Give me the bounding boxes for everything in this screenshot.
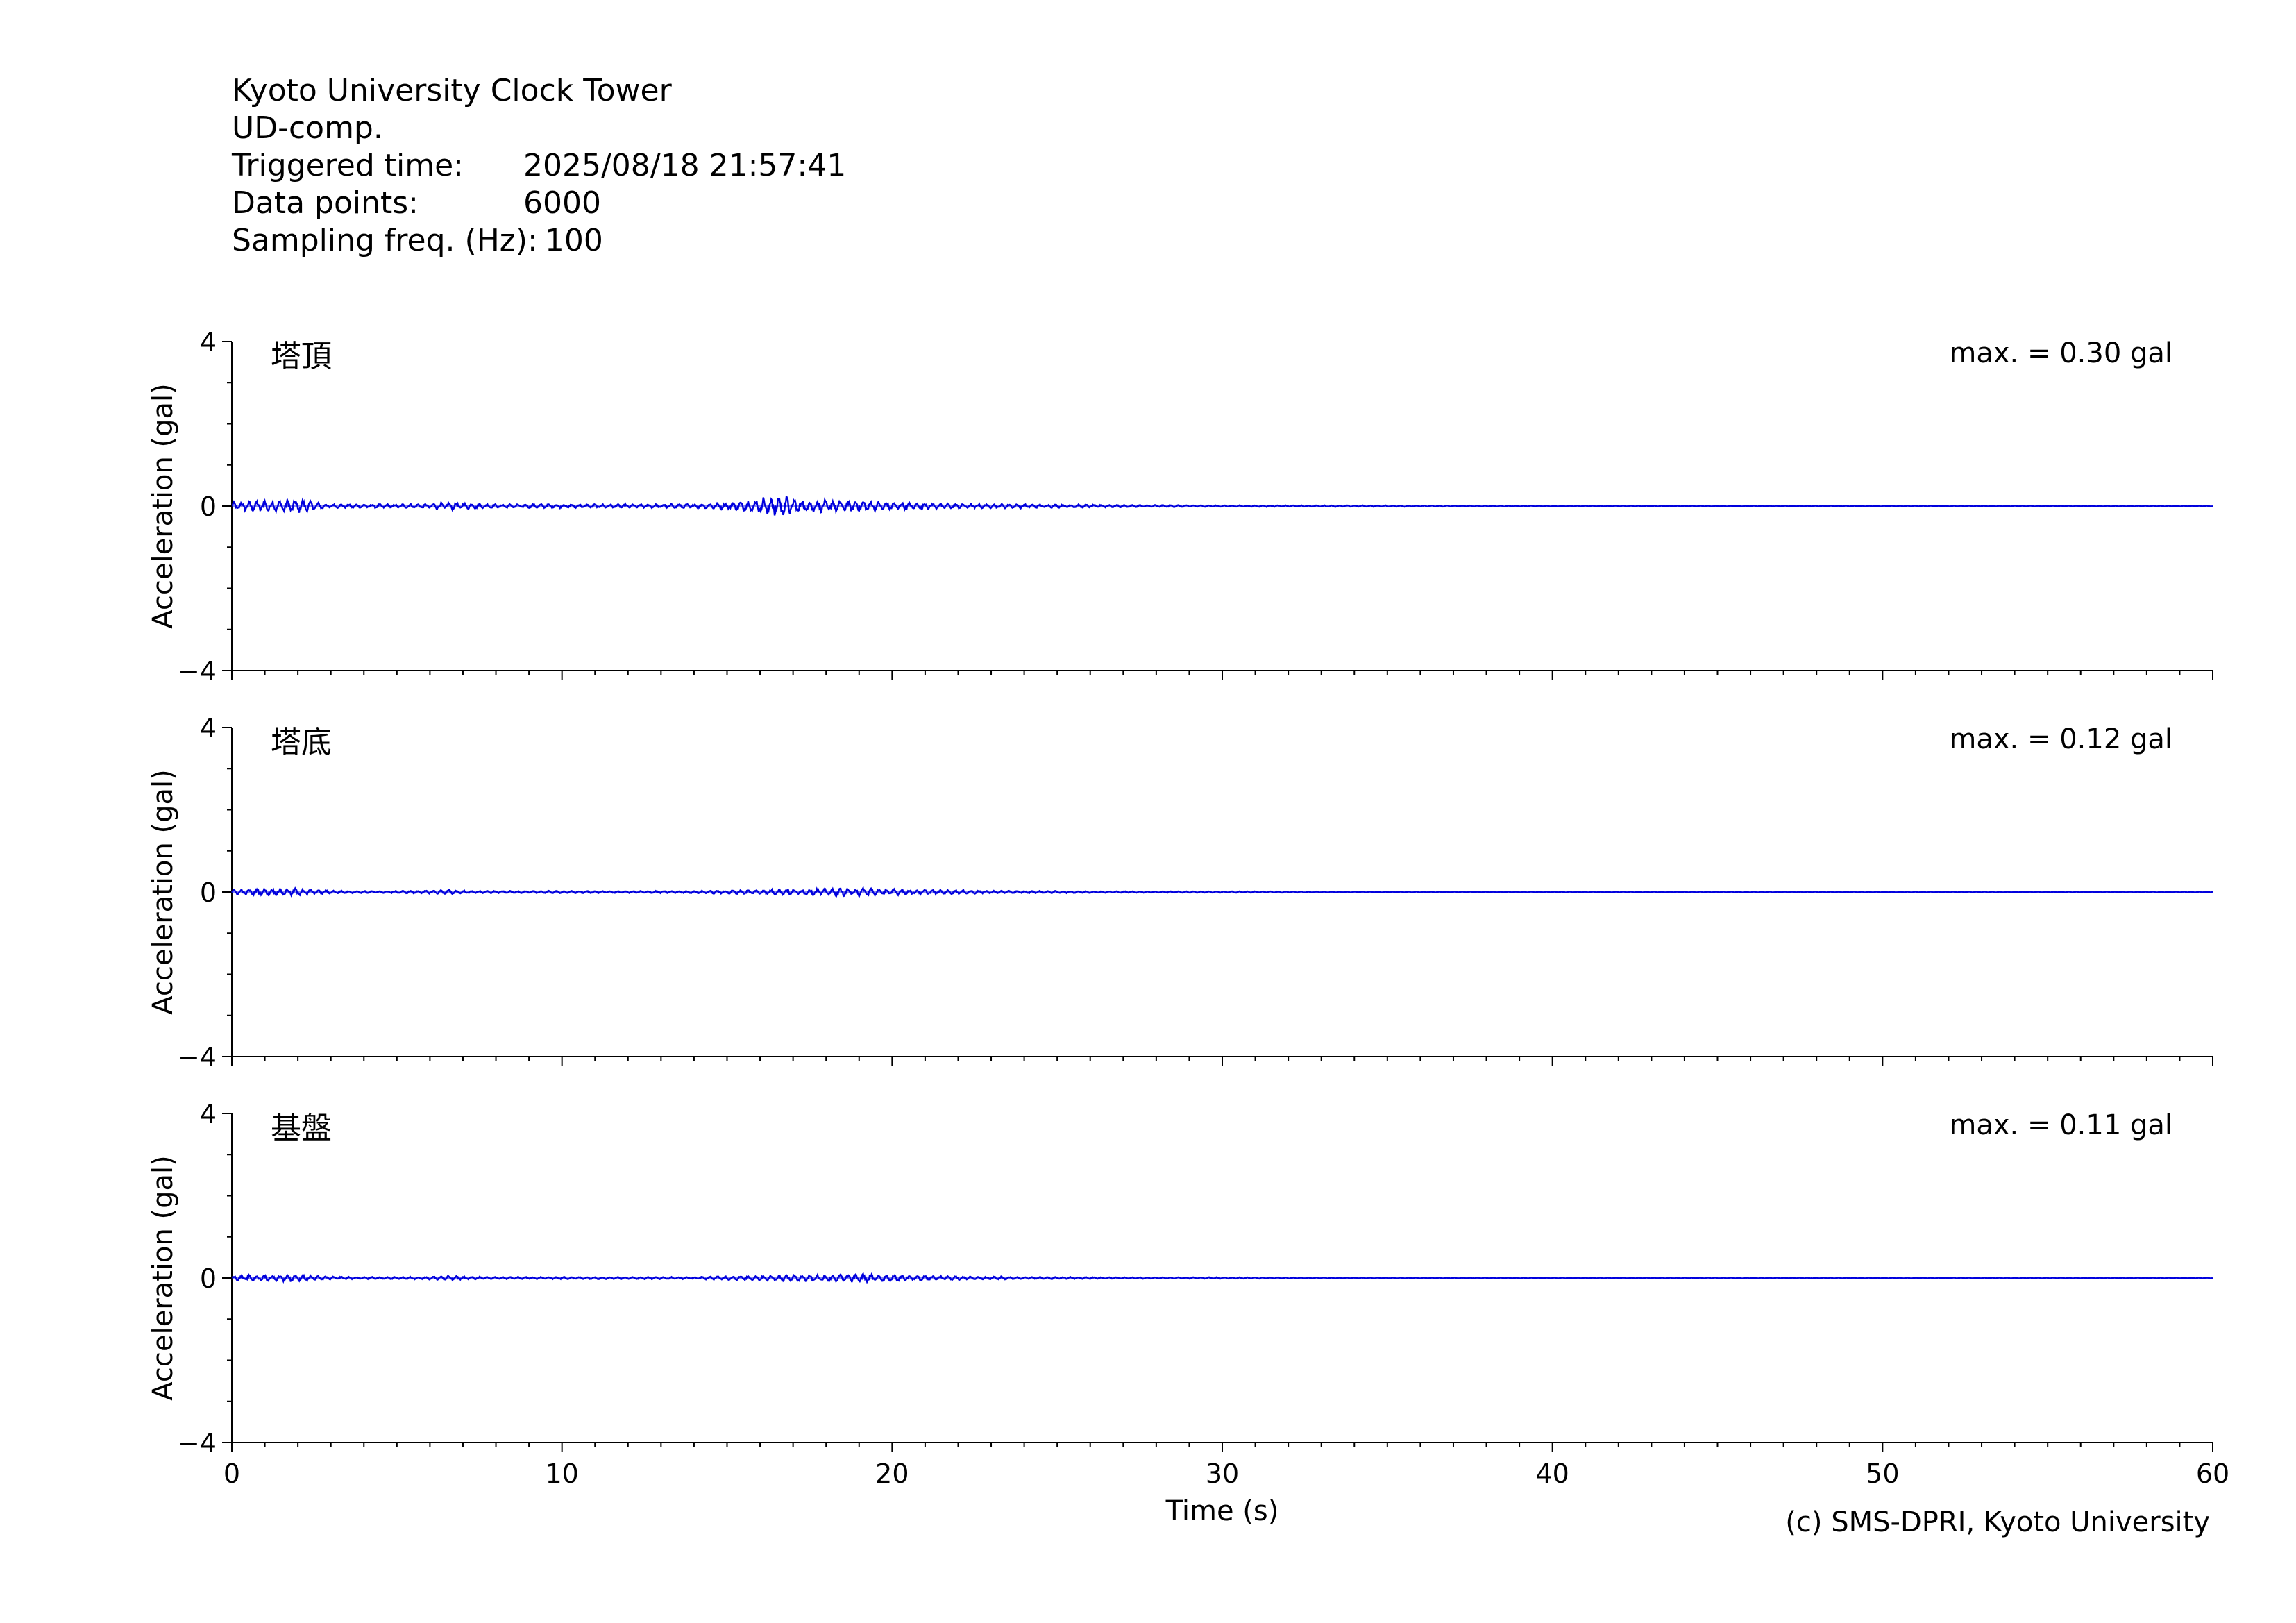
y-tick-label: 4 bbox=[200, 1099, 217, 1129]
y-tick-label: 0 bbox=[200, 1263, 217, 1294]
triggered-row: Triggered time: 2025/08/18 21:57:41 bbox=[232, 147, 846, 185]
x-tick-label: 20 bbox=[875, 1458, 909, 1489]
y-axis-title: Acceleration (gal) bbox=[147, 1155, 179, 1401]
y-tick-label: 4 bbox=[200, 327, 217, 358]
x-tick-label: 30 bbox=[1206, 1458, 1239, 1489]
points-value: 6000 bbox=[523, 185, 601, 221]
y-tick-label: 0 bbox=[200, 877, 217, 908]
credit-text: (c) SMS-DPRI, Kyoto University bbox=[1785, 1506, 2210, 1538]
panel-2: 4 0 −4 Acceleration (gal) 塔底 max. = 0.12 gal bbox=[147, 713, 2213, 1073]
y-tick-label: −4 bbox=[178, 1428, 217, 1458]
points-label: Data points: bbox=[232, 185, 419, 221]
triggered-value: 2025/08/18 21:57:41 bbox=[523, 148, 847, 183]
component-label: UD-comp. bbox=[232, 110, 383, 146]
panel-label: 塔頂 bbox=[271, 339, 332, 374]
freq-label: Sampling freq. (Hz): bbox=[232, 223, 538, 258]
y-tick-label: −4 bbox=[178, 1042, 217, 1073]
x-tick-label: 60 bbox=[2196, 1458, 2229, 1489]
x-axis-title: Time (s) bbox=[1165, 1495, 1279, 1527]
max-label: max. = 0.12 gal bbox=[1949, 723, 2172, 755]
y-tick-label: −4 bbox=[178, 656, 217, 687]
x-tick-label: 40 bbox=[1535, 1458, 1569, 1489]
x-tick-label: 10 bbox=[545, 1458, 578, 1489]
triggered-label: Triggered time: bbox=[232, 148, 464, 183]
panel-1: 4 0 −4 Acceleration (gal) 塔頂 max. = 0.30 gal bbox=[147, 327, 2213, 687]
y-tick-label: 4 bbox=[200, 713, 217, 743]
max-label: max. = 0.30 gal bbox=[1949, 337, 2172, 369]
y-axis-title: Acceleration (gal) bbox=[147, 383, 179, 629]
freq-value: 100 bbox=[544, 223, 603, 258]
record-header: Kyoto University Clock Tower UD-comp. Tr… bbox=[232, 72, 846, 260]
panel-label: 塔底 bbox=[271, 725, 332, 760]
max-label: max. = 0.11 gal bbox=[1949, 1109, 2172, 1141]
station-name: Kyoto University Clock Tower bbox=[232, 73, 672, 108]
y-axis-title: Acceleration (gal) bbox=[147, 769, 179, 1015]
freq-row: Sampling freq. (Hz): 100 bbox=[232, 222, 846, 260]
x-tick-label: 0 bbox=[223, 1458, 240, 1489]
points-row: Data points: 6000 bbox=[232, 185, 846, 222]
y-tick-label: 0 bbox=[200, 491, 217, 522]
x-tick-label: 50 bbox=[1866, 1458, 1899, 1489]
panel-label: 基盤 bbox=[271, 1111, 332, 1146]
